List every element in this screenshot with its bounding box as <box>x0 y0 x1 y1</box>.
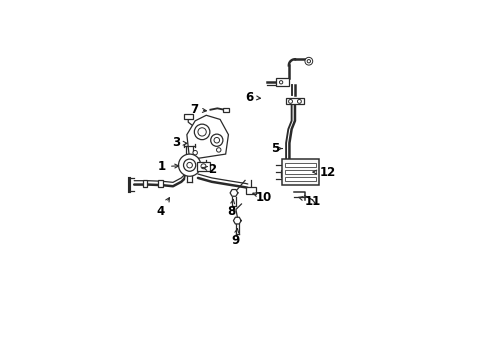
Text: 9: 9 <box>231 229 239 247</box>
Bar <box>223 108 228 112</box>
Text: 11: 11 <box>298 195 320 208</box>
Circle shape <box>186 162 192 168</box>
Circle shape <box>210 134 223 146</box>
Circle shape <box>214 138 219 143</box>
Bar <box>280 170 298 177</box>
Bar <box>197 162 209 171</box>
Circle shape <box>306 59 310 63</box>
Bar <box>285 170 315 174</box>
Circle shape <box>279 81 282 84</box>
Text: 12: 12 <box>312 166 335 179</box>
Bar <box>285 163 315 167</box>
Circle shape <box>178 154 200 176</box>
Bar <box>285 177 315 181</box>
Bar <box>142 180 146 187</box>
Text: 7: 7 <box>189 103 206 116</box>
Text: 2: 2 <box>202 163 215 176</box>
Text: 1: 1 <box>158 160 178 173</box>
Text: 8: 8 <box>226 199 235 219</box>
Bar <box>275 78 288 86</box>
Circle shape <box>288 99 292 103</box>
Text: 6: 6 <box>244 91 260 104</box>
Circle shape <box>292 172 296 175</box>
Text: 4: 4 <box>156 198 169 219</box>
Circle shape <box>282 172 286 175</box>
Text: 10: 10 <box>252 190 272 203</box>
Circle shape <box>194 124 209 140</box>
Text: 3: 3 <box>171 136 186 149</box>
Circle shape <box>201 164 205 169</box>
Circle shape <box>183 159 195 171</box>
Bar <box>285 98 303 104</box>
Bar <box>158 180 163 187</box>
Bar <box>245 187 255 194</box>
Circle shape <box>198 128 206 136</box>
Circle shape <box>305 57 312 65</box>
Circle shape <box>193 150 197 155</box>
Circle shape <box>297 99 301 103</box>
Circle shape <box>216 148 221 152</box>
Bar <box>183 114 193 118</box>
Text: 5: 5 <box>271 142 282 155</box>
Bar <box>282 159 318 185</box>
